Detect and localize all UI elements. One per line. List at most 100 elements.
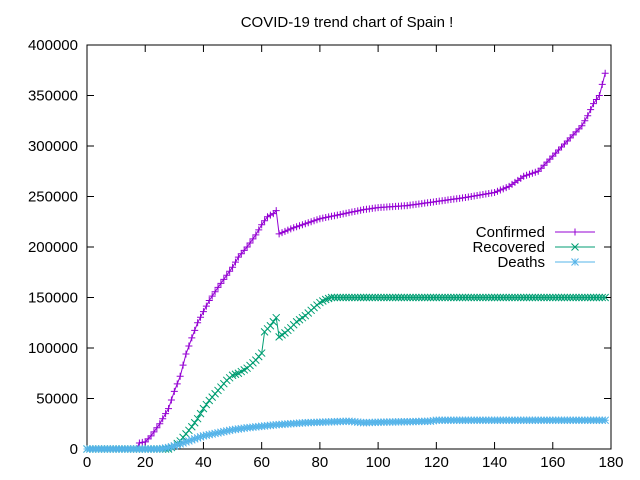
series-point-recovered-135	[476, 293, 484, 302]
series-point-deaths-118	[426, 417, 435, 426]
x-tick-label-1: 20	[137, 454, 154, 471]
series-point-recovered-162	[554, 293, 563, 302]
series-point-recovered-93	[353, 293, 362, 302]
series-layer	[83, 69, 610, 453]
x-tick-label-8: 160	[540, 454, 565, 471]
series-point-deaths-40	[199, 432, 208, 440]
series-point-confirmed-142	[496, 186, 504, 194]
series-point-confirmed-69	[284, 226, 292, 234]
series-point-recovered-84	[327, 293, 336, 302]
series-point-confirmed-18	[135, 439, 143, 447]
series-point-recovered-141	[493, 293, 502, 302]
series-point-recovered-82	[321, 295, 330, 304]
series-point-recovered-50	[228, 371, 237, 380]
series-point-confirmed-30	[170, 387, 178, 395]
series-point-confirmed-45	[214, 283, 222, 291]
series-point-confirmed-79	[313, 216, 321, 224]
series-point-recovered-63	[266, 321, 275, 330]
series-point-confirmed-52	[234, 253, 242, 261]
series-point-recovered-95	[359, 293, 368, 302]
series-point-recovered-111	[406, 293, 414, 302]
series-point-confirmed-167	[569, 131, 577, 139]
series-point-confirmed-59	[255, 226, 263, 234]
series-point-recovered-140	[490, 293, 499, 302]
series-point-confirmed-143	[499, 185, 507, 193]
series-point-confirmed-153	[528, 169, 536, 177]
series-point-recovered-94	[356, 293, 365, 302]
series-point-confirmed-151	[523, 171, 531, 179]
series-point-recovered-175	[592, 293, 601, 302]
series-point-confirmed-78	[310, 217, 318, 225]
series-recovered	[83, 293, 610, 453]
x-tick-label-0: 0	[83, 454, 91, 471]
series-point-deaths-49	[225, 426, 234, 435]
series-point-confirmed-168	[572, 128, 580, 136]
series-deaths	[83, 416, 610, 453]
series-point-recovered-64	[269, 317, 278, 326]
series-point-confirmed-94	[357, 206, 365, 214]
series-point-confirmed-138	[485, 189, 493, 197]
series-point-confirmed-89	[342, 209, 350, 217]
series-point-confirmed-68	[281, 227, 289, 235]
series-point-recovered-172	[583, 293, 592, 302]
series-point-confirmed-160	[549, 152, 557, 160]
series-point-confirmed-84	[328, 212, 336, 220]
legend-marker-confirmed	[571, 228, 579, 236]
legend-label-recovered: Recovered	[472, 239, 545, 256]
legend-label-confirmed: Confirmed	[476, 224, 545, 241]
x-tick-label-5: 100	[366, 454, 391, 471]
series-point-confirmed-130	[461, 194, 469, 202]
series-point-recovered-102	[380, 293, 388, 302]
series-point-recovered-107	[394, 293, 403, 302]
series-point-deaths-44	[211, 429, 219, 438]
series-point-recovered-126	[449, 293, 458, 302]
series-point-recovered-103	[382, 293, 391, 302]
series-point-recovered-173	[586, 293, 595, 302]
series-point-confirmed-175	[592, 96, 600, 104]
series-point-recovered-38	[193, 414, 202, 423]
series-point-recovered-154	[531, 293, 540, 302]
y-tick-label-4: 200000	[28, 239, 78, 256]
series-point-confirmed-154	[531, 168, 539, 176]
series-point-confirmed-40	[199, 308, 207, 316]
series-point-confirmed-29	[167, 396, 175, 404]
y-tick-label-2: 100000	[28, 340, 78, 357]
series-point-recovered-167	[569, 293, 578, 302]
y-tick-label-7: 350000	[28, 88, 78, 105]
series-point-confirmed-178	[601, 69, 609, 77]
series-point-confirmed-177	[598, 80, 606, 88]
series-point-confirmed-91	[348, 208, 356, 216]
series-point-recovered-123	[441, 293, 449, 302]
series-point-recovered-100	[374, 293, 382, 302]
series-point-recovered-128	[455, 293, 464, 302]
series-point-confirmed-80	[316, 215, 324, 223]
series-point-deaths-48	[222, 427, 231, 435]
legend-label-deaths: Deaths	[497, 254, 545, 271]
series-point-recovered-127	[452, 293, 461, 302]
series-point-confirmed-54	[240, 246, 248, 254]
series-point-deaths-29	[167, 442, 176, 451]
series-point-recovered-170	[578, 293, 586, 302]
series-point-recovered-88	[339, 293, 348, 302]
series-point-confirmed-50	[229, 263, 237, 271]
series-point-recovered-105	[388, 293, 397, 302]
series-point-recovered-51	[231, 370, 240, 379]
series-point-confirmed-174	[590, 100, 598, 108]
series-point-recovered-129	[458, 293, 467, 302]
series-point-confirmed-162	[555, 146, 563, 154]
series-point-recovered-92	[350, 293, 359, 302]
series-point-confirmed-141	[493, 187, 501, 195]
series-point-recovered-146	[508, 293, 516, 302]
series-point-confirmed-23	[150, 428, 158, 436]
series-point-confirmed-66	[275, 230, 283, 238]
series-point-confirmed-33	[179, 361, 187, 369]
series-point-confirmed-56	[246, 239, 254, 247]
series-point-confirmed-21	[144, 435, 152, 443]
x-tick-label-2: 40	[195, 454, 212, 471]
series-point-recovered-145	[505, 293, 513, 302]
series-point-recovered-130	[461, 293, 470, 302]
series-point-confirmed-65	[272, 207, 280, 215]
series-point-recovered-124	[444, 293, 452, 302]
